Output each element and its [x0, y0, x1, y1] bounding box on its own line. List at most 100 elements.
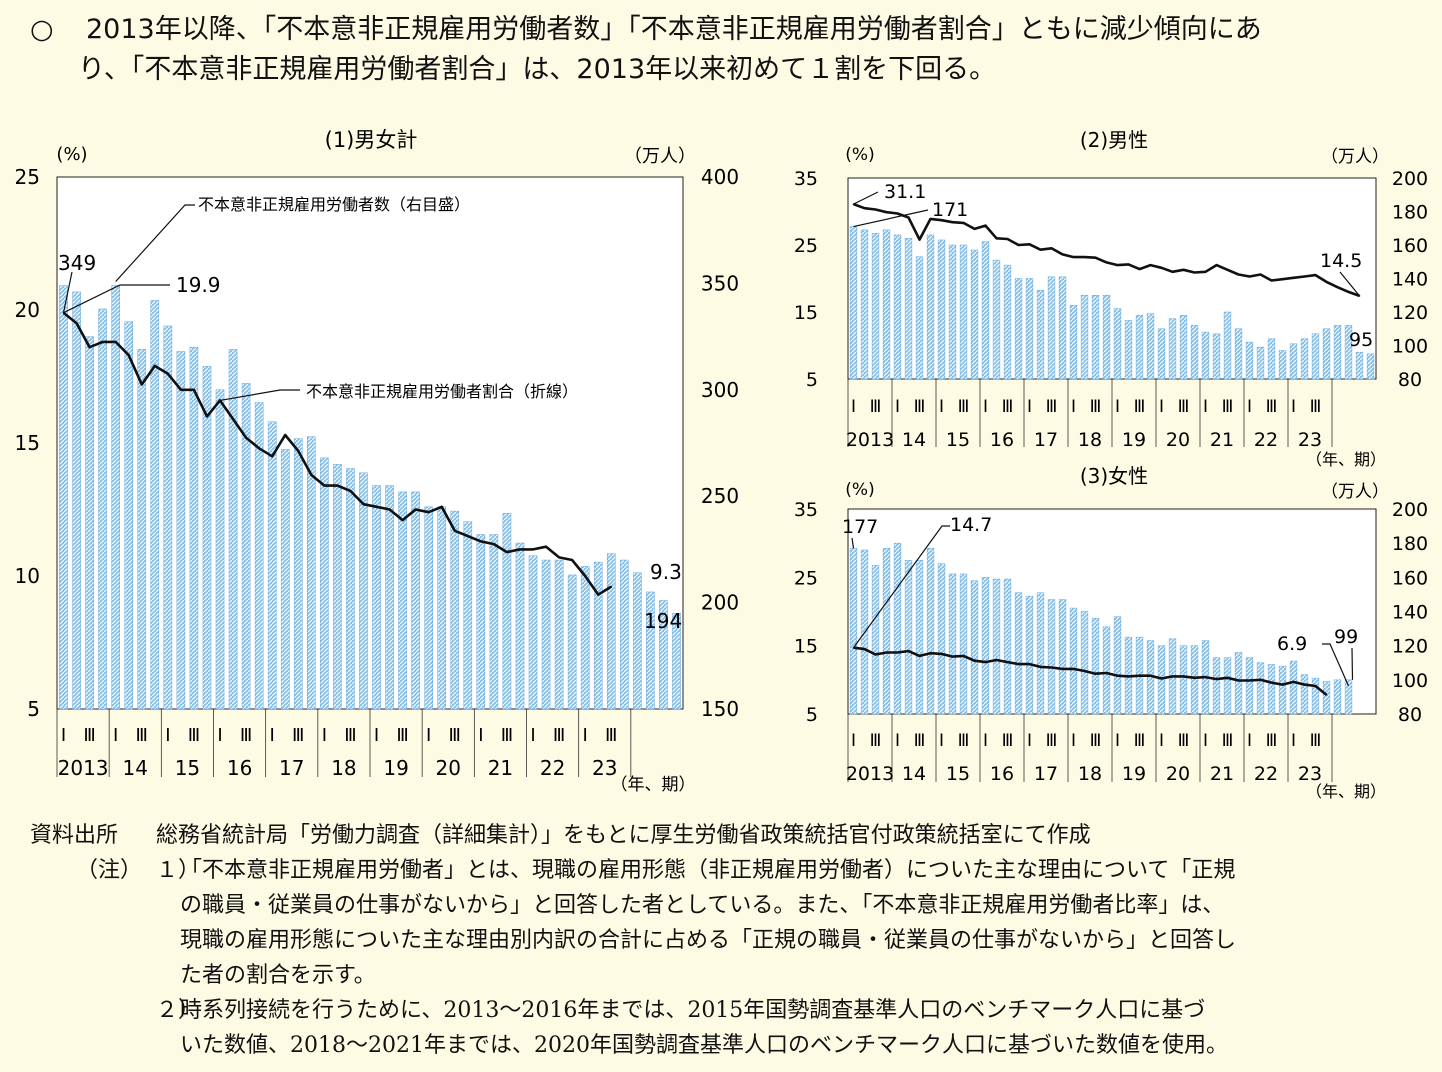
- line-point: [114, 341, 117, 343]
- bar: [1135, 315, 1144, 380]
- line-point: [1094, 256, 1097, 259]
- bar: [72, 291, 81, 710]
- line-point: [1193, 271, 1196, 274]
- quarter-label: Ⅰ: [61, 725, 66, 746]
- line-point: [467, 535, 469, 537]
- line-point: [1105, 261, 1108, 264]
- line-point: [88, 346, 91, 349]
- line-point: [1259, 679, 1262, 681]
- bar: [1014, 278, 1023, 380]
- bar: [1311, 677, 1320, 715]
- bar: [541, 559, 551, 710]
- line-point: [1336, 286, 1339, 289]
- quarter-label: Ⅲ: [1046, 397, 1058, 417]
- bar: [970, 580, 979, 715]
- line-point: [1303, 275, 1306, 278]
- quarter-label: Ⅰ: [939, 397, 944, 417]
- bar: [333, 464, 342, 710]
- bar: [981, 577, 990, 715]
- bar: [1355, 351, 1364, 380]
- bar: [398, 491, 407, 710]
- note2-line1: 時系列接続を行うために、2013～2016年までは、2015年国勢調査基準人口の…: [180, 998, 1206, 1023]
- year-label: 21: [1210, 429, 1234, 451]
- line-point: [232, 418, 234, 420]
- line-point: [973, 659, 976, 662]
- bar: [111, 285, 120, 710]
- bar: [554, 559, 564, 710]
- bar: [606, 553, 616, 710]
- bar: [1058, 276, 1067, 380]
- chart-title: (1)男女計: [325, 128, 418, 152]
- bar: [882, 548, 891, 715]
- chart-male: (2)男性 (%) （万人） （年、期） 5 15 25 35 80 100 120 140 160 18…: [794, 128, 1428, 469]
- left-tick-label: 20: [15, 298, 40, 322]
- line-point: [984, 224, 987, 227]
- right-tick-label: 400: [701, 165, 739, 189]
- bar: [992, 259, 1001, 380]
- line-point: [1006, 238, 1009, 240]
- bar: [463, 521, 473, 710]
- bar: [411, 491, 420, 710]
- bar: [1036, 289, 1045, 380]
- leader-first-bar: [851, 537, 855, 549]
- quarter-label: Ⅲ: [958, 731, 970, 751]
- bar: [450, 510, 460, 710]
- line-point: [427, 511, 430, 513]
- quarter-label: Ⅰ: [1291, 397, 1296, 417]
- bar: [1179, 645, 1188, 715]
- line-point: [1270, 279, 1273, 282]
- quarter-label: Ⅰ: [374, 725, 379, 746]
- note-label: （注）: [76, 858, 143, 883]
- annotation-first-bar: 171: [932, 199, 968, 221]
- line-point: [1138, 268, 1141, 270]
- series-label-line: 不本意非正規雇用労働者割合（折線）: [306, 382, 578, 401]
- quarter-label: Ⅲ: [136, 725, 148, 746]
- line-point: [349, 490, 352, 492]
- right-tick-label: 140: [1392, 602, 1428, 624]
- bar: [1190, 325, 1199, 380]
- line-point: [1215, 264, 1218, 266]
- bar: [476, 534, 486, 710]
- bar: [1168, 318, 1177, 380]
- line-point: [336, 484, 339, 487]
- line-point: [440, 506, 443, 508]
- bar: [992, 578, 1001, 715]
- line-point: [940, 219, 943, 222]
- year-label: 14: [902, 429, 926, 451]
- bar: [228, 349, 238, 710]
- year-label: 23: [1298, 763, 1322, 785]
- quarter-label: Ⅲ: [292, 725, 304, 746]
- quarter-label: Ⅲ: [1266, 397, 1278, 417]
- line-point: [610, 585, 613, 588]
- line-point: [896, 212, 899, 215]
- left-tick-label: 15: [15, 431, 40, 455]
- bar: [1267, 664, 1276, 715]
- bar: [1234, 652, 1243, 715]
- bar: [372, 485, 381, 710]
- bar: [1212, 657, 1221, 715]
- left-tick-label: 25: [794, 567, 818, 589]
- note1-line1: 「不本意非正規雇用労働者」とは、現職の雇用形態（非正規雇用労働者）についた主な理…: [180, 858, 1236, 883]
- bar: [1212, 333, 1221, 380]
- line-point: [167, 373, 169, 375]
- bar: [385, 485, 394, 710]
- quarter-label: Ⅲ: [1178, 397, 1190, 417]
- left-tick-label: 5: [806, 369, 818, 391]
- line-point: [506, 551, 508, 553]
- left-axis-unit: (%): [845, 145, 874, 165]
- year-label: 19: [1122, 429, 1146, 451]
- year-label: 18: [331, 756, 356, 780]
- bar: [1025, 278, 1034, 380]
- quarter-label: Ⅲ: [501, 725, 513, 746]
- bar: [307, 436, 316, 710]
- quarter-label: Ⅲ: [1090, 397, 1102, 417]
- leader-last-bar: [1351, 647, 1354, 680]
- quarter-label: Ⅰ: [1071, 731, 1076, 751]
- bar: [85, 336, 94, 710]
- line-point: [1105, 672, 1108, 674]
- headline-line2: り、「不本意非正規雇用労働者割合」は、2013年以来初めて１割を下回る。: [78, 54, 997, 85]
- quarter-label: Ⅰ: [1115, 731, 1120, 751]
- quarter-label: Ⅰ: [1247, 397, 1252, 417]
- line-point: [1325, 694, 1328, 696]
- right-tick-label: 200: [701, 591, 739, 615]
